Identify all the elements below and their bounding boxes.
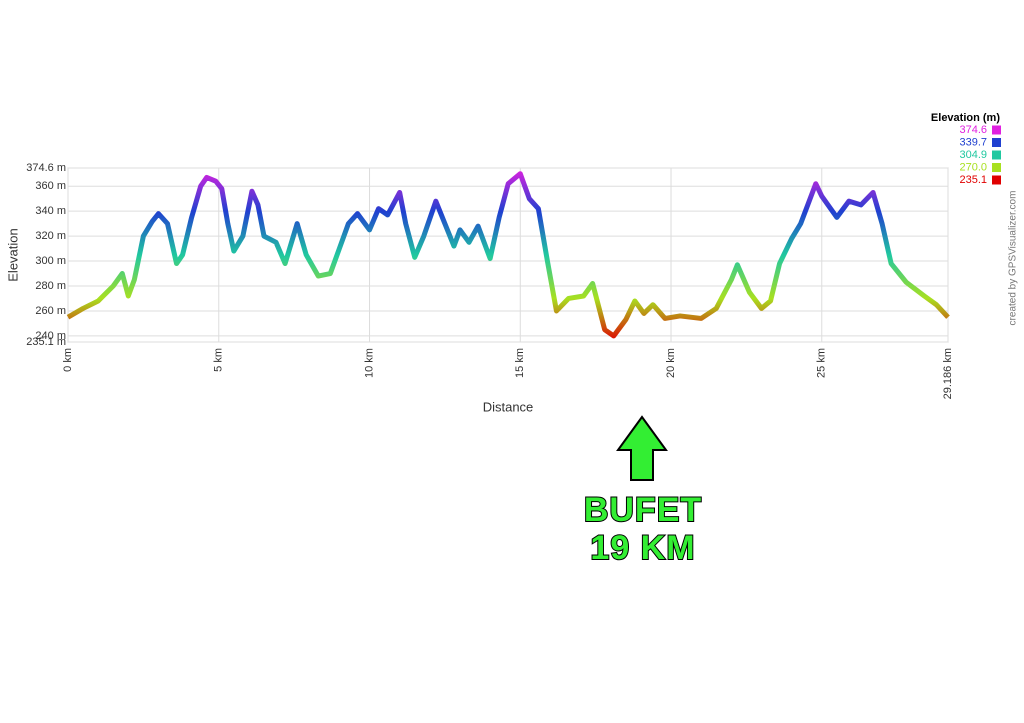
elevation-line: [66, 171, 950, 339]
legend-label: 304.9: [959, 149, 987, 161]
y-axis-label: Elevation: [5, 228, 20, 281]
y-tick-label: 280 m: [35, 280, 66, 292]
x-tick-label: 25 km: [816, 348, 828, 378]
y-tick-label: 340 m: [35, 205, 66, 217]
legend-label: 374.6: [959, 124, 987, 136]
x-axis-label: Distance: [483, 399, 534, 414]
credit: created by GPSVisualizer.com: [1008, 191, 1019, 326]
y-tick-label: 320 m: [35, 230, 66, 242]
legend-swatch: [992, 125, 1001, 135]
x-tick-label: 15 km: [514, 348, 526, 378]
x-tick-label: 0 km: [62, 348, 74, 372]
arrow: [616, 415, 668, 481]
x-tick-label: 10 km: [363, 348, 375, 378]
legend-swatch: [992, 175, 1001, 185]
y-tick-label: 300 m: [35, 255, 66, 267]
legend-swatch: [992, 150, 1001, 160]
y-tick-label: 260 m: [35, 305, 66, 317]
legend-swatch: [992, 138, 1001, 147]
legend-label: 270.0: [959, 161, 987, 173]
x-tick-label: 29.186 km: [942, 348, 954, 399]
y-tick-label: 240 m: [35, 330, 66, 342]
y-tick-label: 360 m: [35, 180, 66, 192]
legend-title: Elevation (m): [931, 112, 1000, 124]
annotation: BUFET: [584, 491, 702, 529]
annotation: 19 KM: [590, 529, 695, 567]
y-tick-label: 235.1 m: [26, 336, 66, 348]
legend-label: 339.7: [959, 136, 987, 148]
x-tick-label: 5 km: [213, 348, 225, 372]
x-tick-label: 20 km: [665, 348, 677, 378]
legend-label: 235.1: [959, 174, 987, 186]
y-tick-label: 374.6 m: [26, 162, 66, 174]
legend-swatch: [992, 163, 1001, 172]
